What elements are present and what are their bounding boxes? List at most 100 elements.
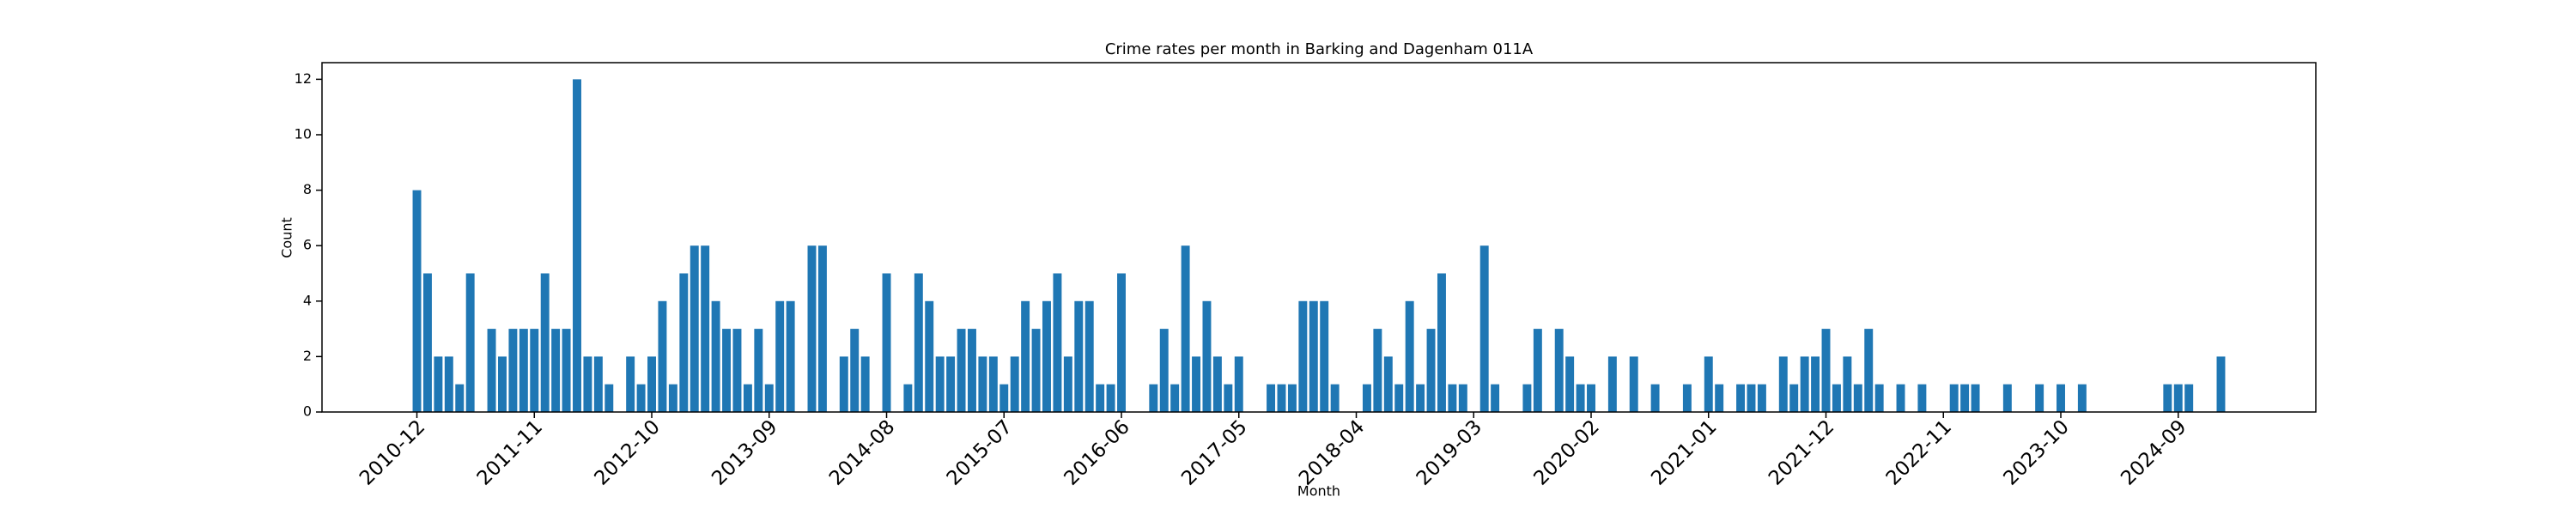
bar xyxy=(1405,300,1414,412)
bar xyxy=(1298,300,1308,412)
bar xyxy=(1949,384,1959,412)
x-tick-label: 2018-04 xyxy=(1295,415,1369,489)
bar xyxy=(1267,384,1276,412)
x-tick-label: 2011-11 xyxy=(473,415,547,489)
bar xyxy=(2173,384,2183,412)
bar xyxy=(999,384,1009,412)
bar xyxy=(573,79,581,412)
bar xyxy=(1202,300,1212,412)
bar xyxy=(434,356,443,412)
bar xyxy=(519,329,528,412)
bar xyxy=(626,356,635,412)
bar xyxy=(1063,356,1072,412)
bar xyxy=(1170,384,1180,412)
y-axis-label: Count xyxy=(279,217,295,258)
bar xyxy=(2002,384,2012,412)
bar xyxy=(668,384,677,412)
bar xyxy=(1362,384,1371,412)
bar xyxy=(1224,384,1233,412)
bar xyxy=(839,356,848,412)
bar xyxy=(1800,356,1809,412)
bar xyxy=(1491,384,1500,412)
bar xyxy=(1074,300,1084,412)
bar xyxy=(988,356,998,412)
bar xyxy=(1576,384,1585,412)
bar xyxy=(1373,329,1382,412)
x-tick-label: 2010-12 xyxy=(355,415,429,489)
bar xyxy=(743,384,752,412)
bar xyxy=(1234,356,1243,412)
bar xyxy=(1437,273,1446,412)
bar xyxy=(455,384,465,412)
bar xyxy=(1212,356,1222,412)
bar xyxy=(1031,329,1041,412)
bar xyxy=(1149,384,1158,412)
chart-title: Crime rates per month in Barking and Dag… xyxy=(1105,40,1534,58)
bar xyxy=(786,300,795,412)
bar xyxy=(1587,384,1595,412)
bar xyxy=(530,329,539,412)
bar xyxy=(1715,384,1724,412)
bar xyxy=(412,190,422,413)
bar xyxy=(2077,384,2087,412)
plot-frame xyxy=(321,62,2317,413)
x-tick-label: 2020-02 xyxy=(1530,415,1604,489)
bar xyxy=(775,300,785,412)
bar xyxy=(935,356,945,412)
bar xyxy=(1096,384,1105,412)
x-tick-label: 2013-09 xyxy=(708,415,781,489)
bar xyxy=(903,384,913,412)
bar xyxy=(1084,300,1094,412)
bar xyxy=(465,273,475,412)
bar xyxy=(732,329,742,412)
bar xyxy=(754,329,763,412)
bar xyxy=(957,329,966,412)
bar xyxy=(1821,329,1831,412)
bar xyxy=(647,356,656,412)
bar xyxy=(711,300,720,412)
bar xyxy=(1971,384,1980,412)
x-tick-label: 2016-06 xyxy=(1060,415,1134,489)
bar xyxy=(967,329,976,412)
bar xyxy=(1181,245,1190,412)
bar xyxy=(444,356,453,412)
bar xyxy=(925,300,934,412)
y-tick-label: 8 xyxy=(303,181,312,197)
bar xyxy=(1874,384,1884,412)
x-tick-label: 2017-05 xyxy=(1177,415,1251,489)
bar xyxy=(1682,384,1692,412)
bar xyxy=(1917,384,1927,412)
bar xyxy=(1864,329,1874,412)
bar xyxy=(1522,384,1532,412)
y-tick-label: 6 xyxy=(303,237,312,253)
x-tick-label: 2023-10 xyxy=(2000,415,2074,489)
bar xyxy=(1843,356,1852,412)
bar xyxy=(1426,329,1436,412)
bar xyxy=(1042,300,1051,412)
bar xyxy=(1159,329,1169,412)
x-tick-label: 2015-07 xyxy=(943,415,1017,489)
bar xyxy=(722,329,732,412)
bar xyxy=(1607,356,1617,412)
bar xyxy=(1106,384,1115,412)
bar xyxy=(605,384,614,412)
bar xyxy=(679,273,689,412)
bar xyxy=(1565,356,1575,412)
bar xyxy=(1330,384,1340,412)
bar xyxy=(658,300,667,412)
y-tick-label: 2 xyxy=(303,348,312,364)
bar xyxy=(2184,384,2194,412)
bar xyxy=(1896,384,1905,412)
bar xyxy=(817,245,827,412)
bar xyxy=(1053,273,1062,412)
bar xyxy=(882,273,891,412)
bar xyxy=(583,356,592,412)
bar xyxy=(1021,300,1030,412)
bar xyxy=(551,329,561,412)
bar xyxy=(2163,384,2172,412)
bar xyxy=(1704,356,1713,412)
x-tick-label: 2019-03 xyxy=(1413,415,1486,489)
x-tick-label: 2024-09 xyxy=(2117,415,2190,489)
bar xyxy=(1010,356,1019,412)
bar xyxy=(1320,300,1329,412)
